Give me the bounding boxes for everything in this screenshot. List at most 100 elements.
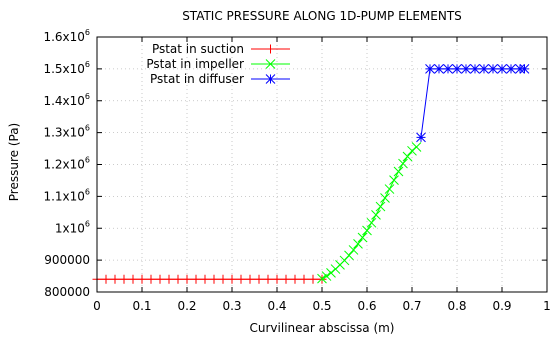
y-tick-label: 1.3x106 xyxy=(43,124,90,140)
data-point xyxy=(348,245,359,255)
y-tick-label-base: 1.6x10 xyxy=(43,30,84,44)
legend-entry: Pstat in impeller xyxy=(146,57,290,71)
data-point xyxy=(497,64,507,74)
data-point xyxy=(344,250,354,261)
legend-label: Pstat in suction xyxy=(152,42,244,56)
legend-marker xyxy=(265,74,276,84)
data-point xyxy=(425,64,435,74)
y-tick-label-base: 1x10 xyxy=(55,221,85,235)
y-tick-label-base: 1.1x10 xyxy=(43,189,84,203)
data-point xyxy=(299,274,309,284)
data-point xyxy=(488,64,498,74)
legend-marker xyxy=(265,59,276,69)
data-point xyxy=(209,274,219,284)
data-point xyxy=(402,151,413,162)
data-point xyxy=(384,184,395,194)
y-tick-label: 1.5x106 xyxy=(43,60,90,76)
data-point xyxy=(398,158,408,169)
y-tick-label: 1.6x106 xyxy=(43,28,90,44)
data-point xyxy=(254,274,264,284)
legend-entry: Pstat in diffuser xyxy=(150,72,290,86)
data-point xyxy=(321,271,332,281)
y-axis-title: Pressure (Pa) xyxy=(7,123,21,201)
data-point xyxy=(380,193,390,203)
series-pstat-in-diffuser xyxy=(416,64,530,143)
data-point xyxy=(236,274,246,284)
data-point xyxy=(479,64,489,74)
y-tick-label-base: 1.5x10 xyxy=(43,62,84,76)
data-point xyxy=(290,274,300,284)
y-tick-label: 1.4x106 xyxy=(43,92,90,108)
chart-title: STATIC PRESSURE ALONG 1D-PUMP ELEMENTS xyxy=(182,9,462,23)
data-point xyxy=(146,274,156,284)
data-point xyxy=(353,239,363,249)
data-point xyxy=(443,64,453,74)
x-tick-labels: 0 0.1 0.2 0.3 0.4 0.5 0.6 0.7 0.8 0.9 1 xyxy=(93,299,551,313)
data-point xyxy=(182,274,192,284)
data-point xyxy=(366,217,377,228)
y-tick-label-exponent: 6 xyxy=(85,60,90,69)
y-tick-label-base: 1.4x10 xyxy=(43,94,84,108)
y-tick-label: 1.1x106 xyxy=(43,187,90,203)
data-point xyxy=(245,274,255,284)
x-tick-label: 0 xyxy=(93,299,101,313)
data-point xyxy=(371,210,381,220)
series-line xyxy=(321,146,417,280)
y-tick-label-exponent: 6 xyxy=(85,92,90,101)
y-tick-label-base: 1.3x10 xyxy=(43,126,84,140)
data-point xyxy=(119,274,129,284)
series-pstat-in-suction xyxy=(92,274,327,284)
x-tick-label: 0.7 xyxy=(402,299,421,313)
series-pstat-in-impeller xyxy=(317,142,422,284)
x-tick-label: 0.2 xyxy=(177,299,196,313)
data-point xyxy=(272,274,282,284)
data-point xyxy=(434,64,444,74)
y-tick-label: 1x106 xyxy=(55,219,90,235)
x-tick-label: 0.5 xyxy=(312,299,331,313)
x-tick-label: 0.3 xyxy=(222,299,241,313)
y-tick-label-base: 1.2x10 xyxy=(43,158,84,172)
data-point xyxy=(110,274,120,284)
data-point xyxy=(317,273,327,284)
x-tick-label: 1 xyxy=(543,299,551,313)
x-tick-label: 0.8 xyxy=(447,299,466,313)
data-point xyxy=(389,175,399,185)
data-point xyxy=(218,274,228,284)
grid-lines xyxy=(97,37,547,292)
y-tick-label-exponent: 6 xyxy=(85,219,90,228)
data-point xyxy=(519,64,530,74)
y-tick-labels: 8000009000001x1061.1x1061.2x1061.3x1061.… xyxy=(43,28,90,299)
x-tick-label: 0.6 xyxy=(357,299,376,313)
series-layer xyxy=(92,64,530,284)
y-tick-label: 900000 xyxy=(44,253,90,267)
data-point xyxy=(308,274,318,284)
data-point xyxy=(128,274,138,284)
x-tick-label: 0.1 xyxy=(132,299,151,313)
y-tick-label-exponent: 6 xyxy=(85,187,90,196)
data-point xyxy=(375,201,386,212)
series-line xyxy=(420,68,525,138)
legend-label: Pstat in impeller xyxy=(146,57,244,71)
data-point xyxy=(411,142,422,152)
x-axis-title: Curvilinear abscissa (m) xyxy=(250,321,395,335)
data-point xyxy=(362,225,372,236)
data-point xyxy=(173,274,183,284)
data-point xyxy=(281,274,291,284)
data-point xyxy=(263,274,273,284)
data-point xyxy=(461,64,471,74)
data-point xyxy=(191,274,201,284)
data-point xyxy=(452,64,462,74)
data-point xyxy=(416,132,426,143)
y-tick-label-base: 900000 xyxy=(44,253,90,267)
data-point xyxy=(164,274,174,284)
tick-marks xyxy=(96,36,548,293)
data-point xyxy=(101,274,111,284)
y-tick-label: 800000 xyxy=(44,285,90,299)
legend-marker xyxy=(266,44,275,54)
x-tick-label: 0.4 xyxy=(267,299,286,313)
data-point xyxy=(470,64,480,74)
y-tick-label-base: 800000 xyxy=(44,285,90,299)
data-point xyxy=(137,274,147,284)
